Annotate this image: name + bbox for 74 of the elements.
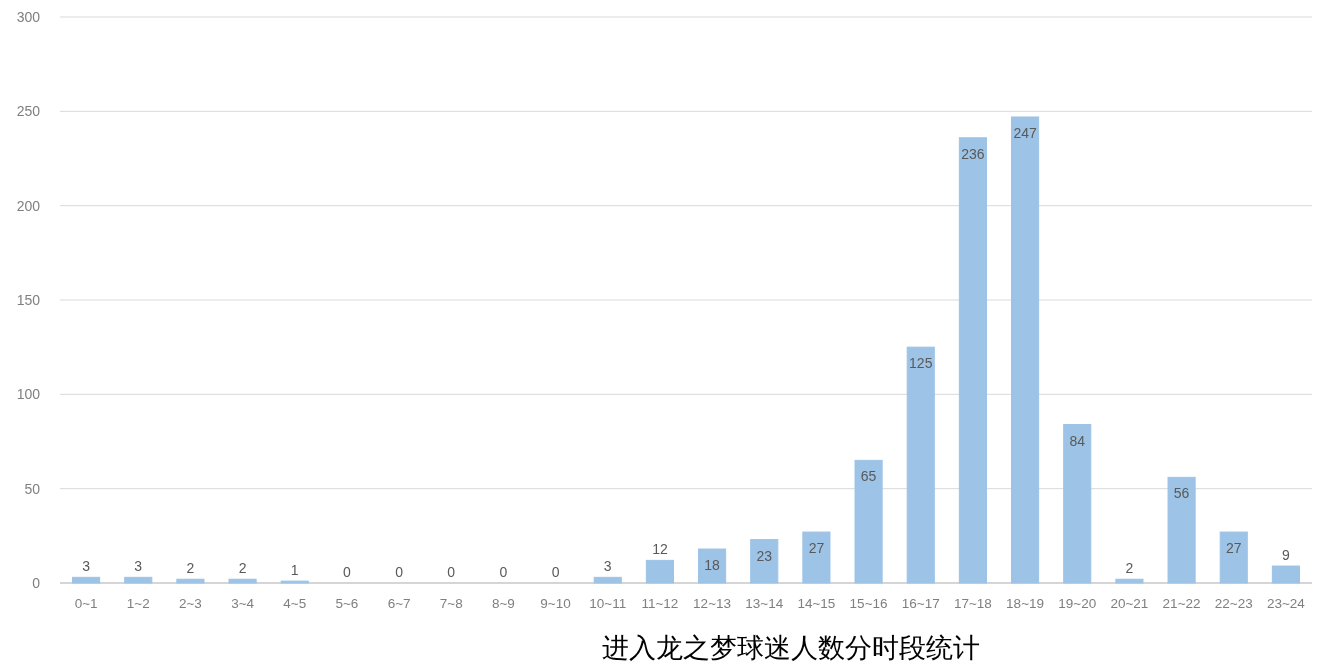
- y-tick-label: 50: [24, 480, 41, 497]
- data-label: 65: [860, 468, 877, 485]
- data-label: 27: [808, 540, 825, 557]
- x-tick-label: 9~10: [540, 596, 571, 611]
- data-label: 3: [134, 558, 143, 575]
- data-label: 1: [290, 562, 299, 579]
- data-label: 3: [603, 558, 612, 575]
- y-tick-label: 300: [16, 9, 41, 25]
- text: 进入龙之梦球迷人数分时段统计: [602, 633, 980, 663]
- bar: [1115, 578, 1144, 584]
- x-tick-label: 19~20: [1058, 596, 1097, 611]
- x-tick-label: 17~18: [953, 596, 992, 611]
- bar: [958, 137, 987, 584]
- data-label: 12: [652, 541, 668, 558]
- x-tick-label: 12~13: [693, 596, 732, 611]
- bar: [698, 548, 727, 584]
- bar: [1011, 116, 1040, 584]
- data-label: 0: [343, 564, 352, 580]
- x-tick-label: 13~14: [745, 596, 784, 611]
- x-tick-label: 7~8: [439, 596, 463, 611]
- x-tick-label: 1~2: [126, 596, 150, 611]
- bar: [228, 578, 257, 584]
- data-label: 3: [82, 558, 91, 575]
- x-tick-label: 22~23: [1214, 596, 1253, 611]
- x-tick-label: 14~15: [797, 596, 836, 611]
- x-tick-label: 18~19: [1006, 596, 1045, 611]
- bar: [593, 576, 622, 584]
- x-tick-label: 3~4: [231, 596, 255, 611]
- bar: [802, 531, 831, 584]
- x-tick-label: 23~24: [1266, 596, 1306, 611]
- bar: [1271, 565, 1300, 584]
- y-tick-label: 0: [32, 575, 41, 591]
- data-label: 0: [499, 564, 508, 580]
- data-label: 18: [704, 557, 721, 574]
- bar: [1219, 531, 1248, 584]
- data-label: 2: [1125, 560, 1134, 577]
- y-tick-label: 250: [16, 103, 41, 120]
- data-label: 0: [551, 564, 560, 580]
- bar: [124, 576, 153, 584]
- data-label: 9: [1282, 547, 1291, 564]
- data-label: 2: [238, 560, 247, 577]
- data-label: 2: [186, 560, 195, 577]
- x-tick-label: 4~5: [283, 596, 307, 611]
- x-tick-label: 2~3: [178, 596, 202, 611]
- x-tick-label: 21~22: [1162, 596, 1201, 611]
- x-tick-label: 6~7: [387, 596, 411, 611]
- data-label: 84: [1069, 432, 1086, 449]
- y-tick-label: 100: [16, 386, 41, 403]
- x-tick-label: 16~17: [901, 596, 940, 611]
- data-label: 125: [909, 355, 933, 372]
- data-label: 56: [1173, 485, 1190, 502]
- x-tick-label: 8~9: [491, 596, 515, 611]
- x-tick-label: 5~6: [335, 596, 359, 611]
- x-tick-label: 20~21: [1110, 596, 1149, 611]
- x-tick-label: 0~1: [74, 596, 98, 611]
- data-label: 247: [1013, 124, 1037, 141]
- data-label: 27: [1225, 540, 1242, 557]
- data-label: 23: [756, 547, 773, 564]
- x-tick-label: 10~11: [589, 596, 627, 611]
- bar: [854, 459, 883, 584]
- bar: [176, 578, 205, 584]
- y-tick-label: 150: [16, 292, 41, 308]
- data-label: 0: [447, 564, 456, 580]
- x-tick-label: 11~12: [641, 596, 679, 611]
- data-label: 236: [961, 145, 985, 162]
- bar: [72, 576, 101, 584]
- bar: [1167, 476, 1196, 584]
- x-tick-label: 15~16: [849, 596, 888, 611]
- bar: [906, 346, 935, 584]
- bar: [645, 559, 674, 584]
- y-tick-label: 200: [16, 197, 41, 214]
- bar: [1063, 424, 1092, 584]
- data-label: 0: [395, 564, 404, 580]
- bar: [750, 539, 779, 584]
